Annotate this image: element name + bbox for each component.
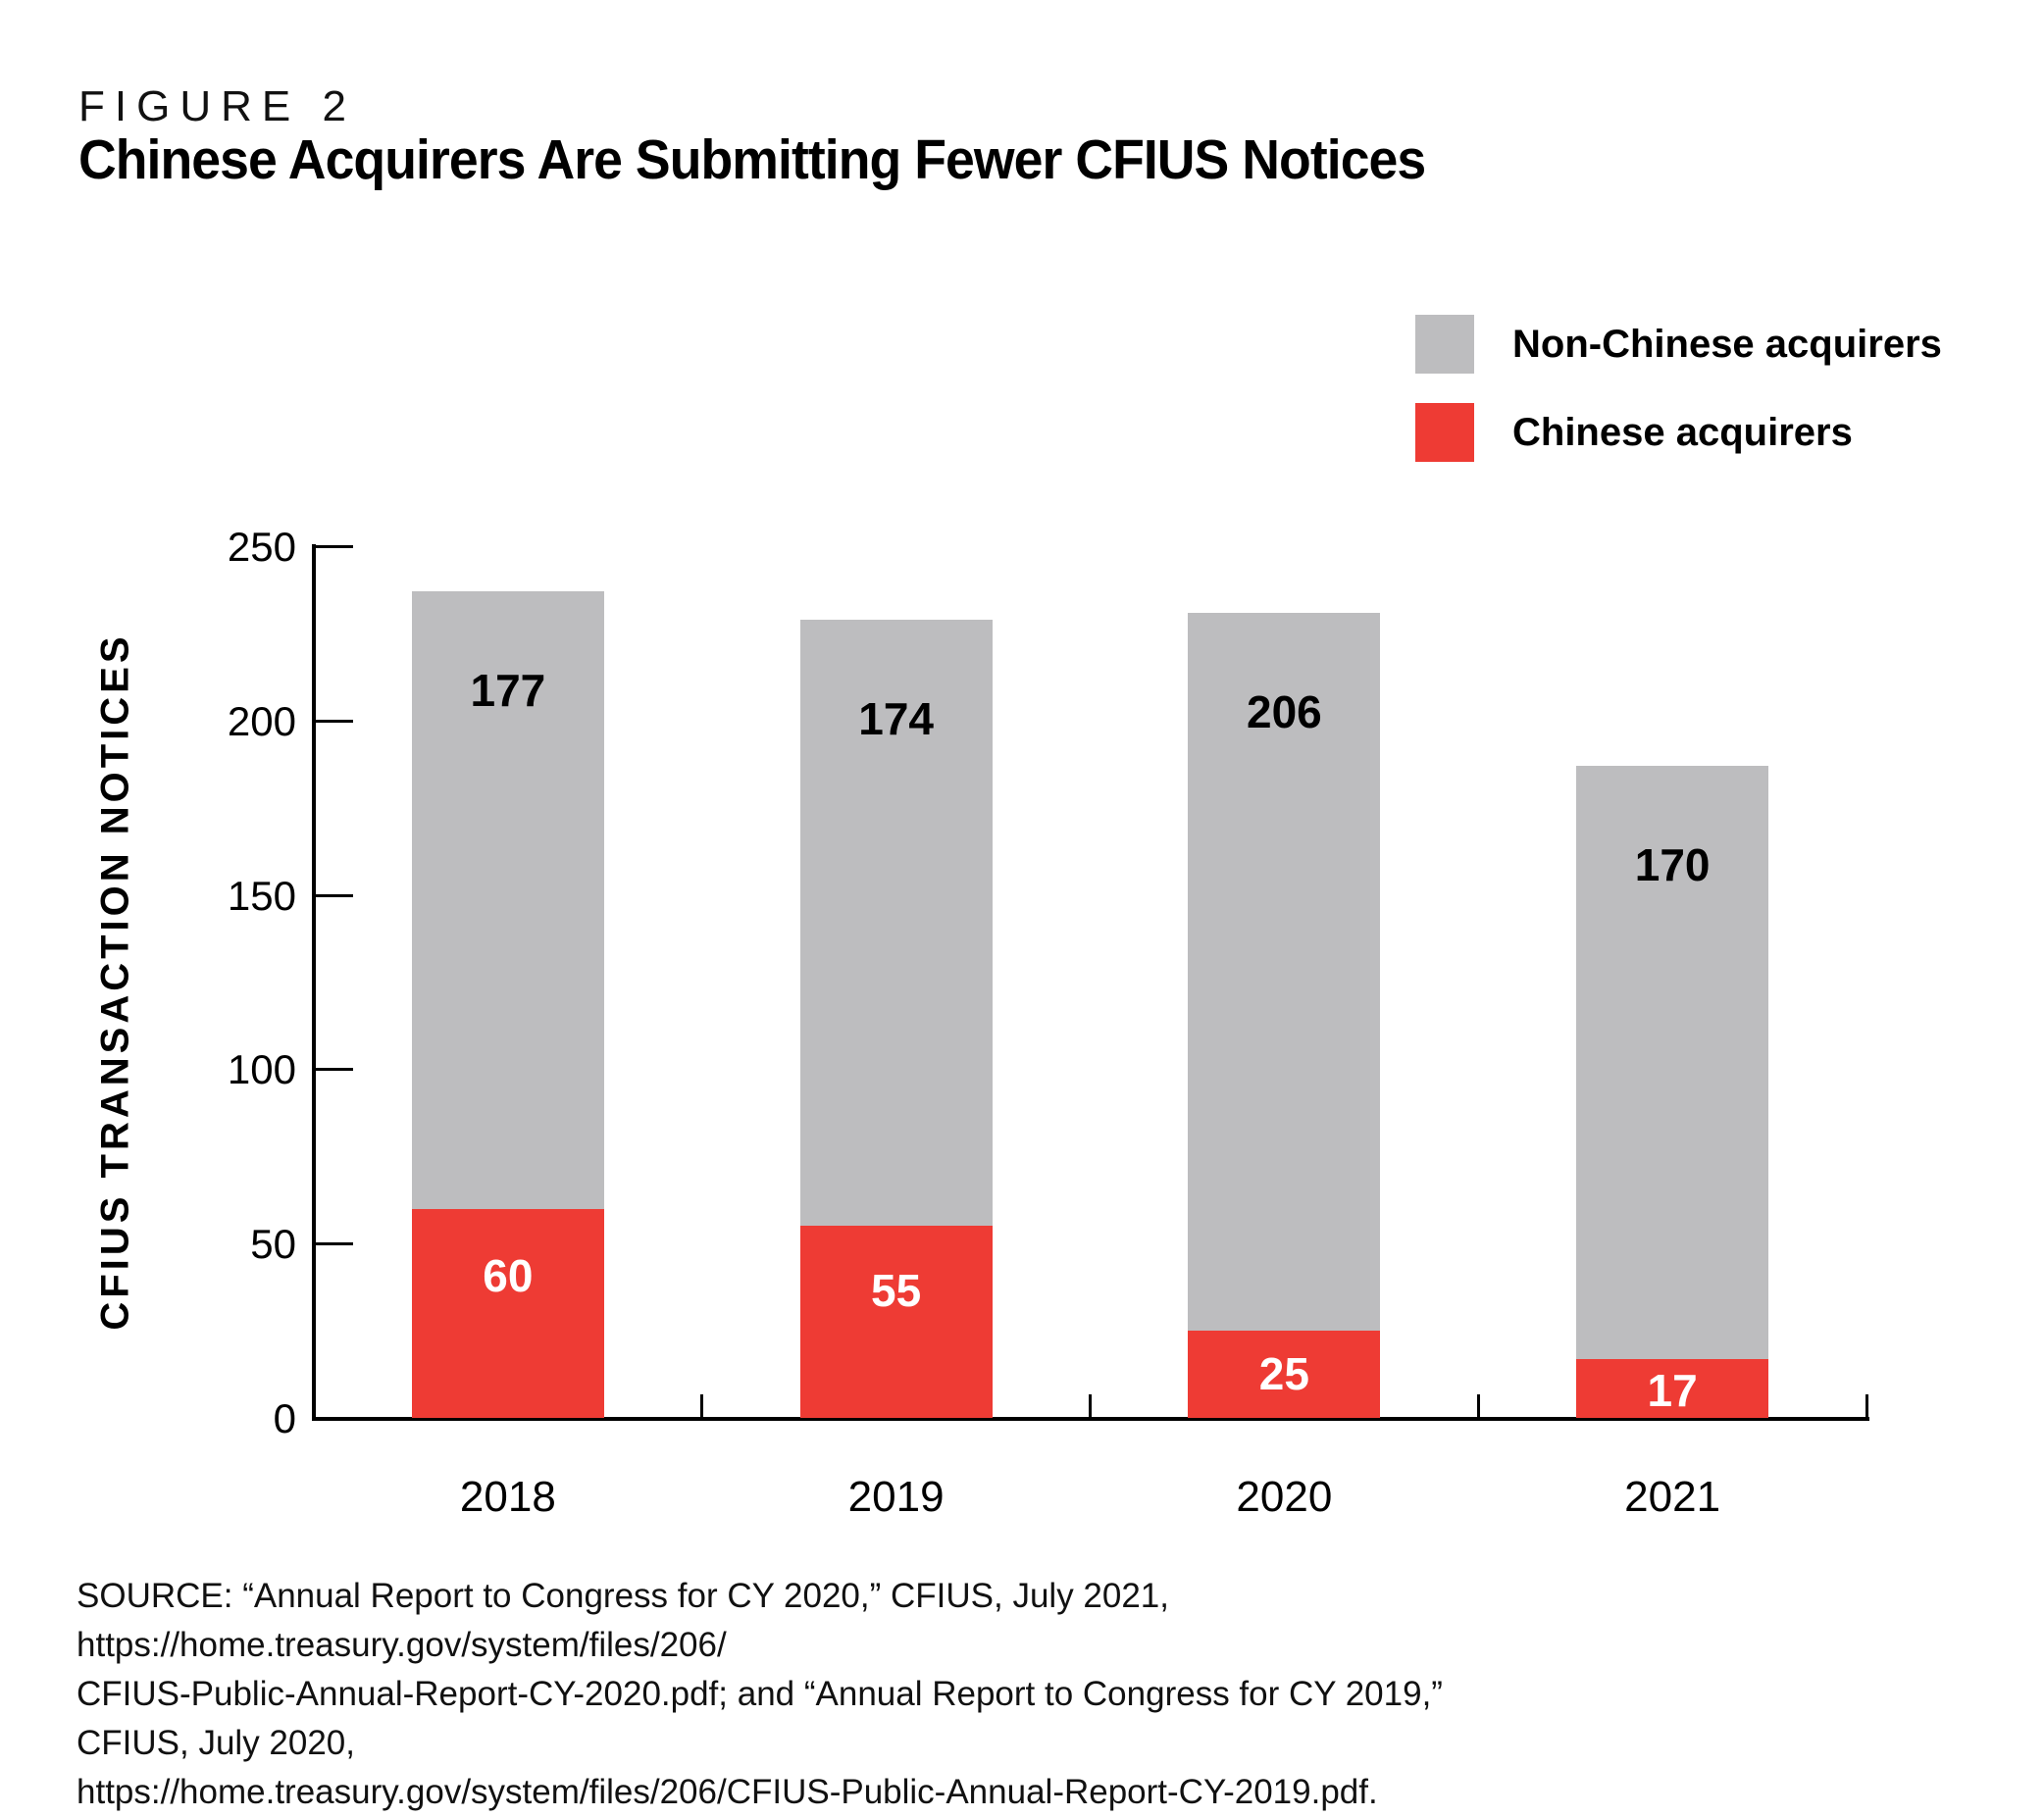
x-tick bbox=[1089, 1394, 1092, 1418]
y-tick-label: 0 bbox=[273, 1395, 296, 1441]
source-note: SOURCE: “Annual Report to Congress for C… bbox=[77, 1572, 1548, 1817]
x-category-label: 2018 bbox=[459, 1473, 556, 1521]
bar-segment-chinese bbox=[411, 1208, 604, 1418]
bar-segment-chinese bbox=[1576, 1358, 1769, 1418]
y-tick bbox=[316, 719, 353, 723]
bar-value-label: 55 bbox=[871, 1264, 922, 1316]
legend-label-non-chinese: Non-Chinese acquirers bbox=[1512, 322, 1942, 366]
y-tick-label: 150 bbox=[227, 872, 296, 919]
source-line: https://home.treasury.gov/system/files/2… bbox=[77, 1773, 1378, 1811]
source-line: CFIUS-Public-Annual-Report-CY-2020.pdf; … bbox=[77, 1675, 1443, 1762]
bar-value-label: 206 bbox=[1247, 685, 1322, 737]
legend-label-chinese: Chinese acquirers bbox=[1512, 410, 1853, 454]
x-axis-line bbox=[312, 1417, 1869, 1421]
y-tick-label: 50 bbox=[250, 1221, 296, 1268]
bar-value-label: 174 bbox=[858, 692, 934, 744]
bar-segment-chinese bbox=[799, 1226, 993, 1418]
bar-value-label: 25 bbox=[1258, 1347, 1309, 1399]
y-tick bbox=[316, 893, 353, 897]
bar-value-label: 170 bbox=[1634, 839, 1711, 891]
bar-segment-non-chinese bbox=[411, 591, 604, 1209]
x-category-label: 2019 bbox=[847, 1473, 945, 1521]
legend-item-chinese: Chinese acquirers bbox=[1415, 403, 1853, 462]
legend-item-non-chinese: Non-Chinese acquirers bbox=[1415, 315, 1942, 374]
bar-segment-non-chinese bbox=[1576, 766, 1769, 1359]
bar-value-label: 60 bbox=[483, 1250, 534, 1302]
x-category-label: 2021 bbox=[1624, 1473, 1721, 1521]
x-tick bbox=[700, 1394, 704, 1418]
y-tick-label: 250 bbox=[227, 524, 296, 570]
x-tick bbox=[1476, 1394, 1480, 1418]
source-line: SOURCE: “Annual Report to Congress for C… bbox=[77, 1577, 1170, 1664]
bar-value-label: 177 bbox=[470, 665, 546, 717]
legend-swatch-non-chinese bbox=[1415, 315, 1474, 374]
y-tick bbox=[316, 1242, 353, 1246]
bar-segment-chinese bbox=[1188, 1331, 1381, 1418]
bar-segment-non-chinese bbox=[1188, 612, 1381, 1332]
bar-segment-non-chinese bbox=[799, 619, 993, 1227]
legend-swatch-chinese bbox=[1415, 403, 1474, 462]
x-tick bbox=[1865, 1394, 1868, 1418]
x-category-label: 2020 bbox=[1236, 1473, 1333, 1521]
y-axis-line bbox=[312, 544, 316, 1421]
y-tick-label: 200 bbox=[227, 697, 296, 744]
figure-label: FIGURE 2 bbox=[78, 82, 356, 130]
y-axis-title: CFIUS TRANSACTION NOTICES bbox=[93, 632, 137, 1331]
y-tick bbox=[316, 545, 353, 548]
page-title: Chinese Acquirers Are Submitting Fewer C… bbox=[78, 128, 1426, 191]
y-tick bbox=[316, 1068, 353, 1072]
bar-value-label: 17 bbox=[1647, 1365, 1698, 1416]
y-tick-label: 100 bbox=[227, 1046, 296, 1093]
